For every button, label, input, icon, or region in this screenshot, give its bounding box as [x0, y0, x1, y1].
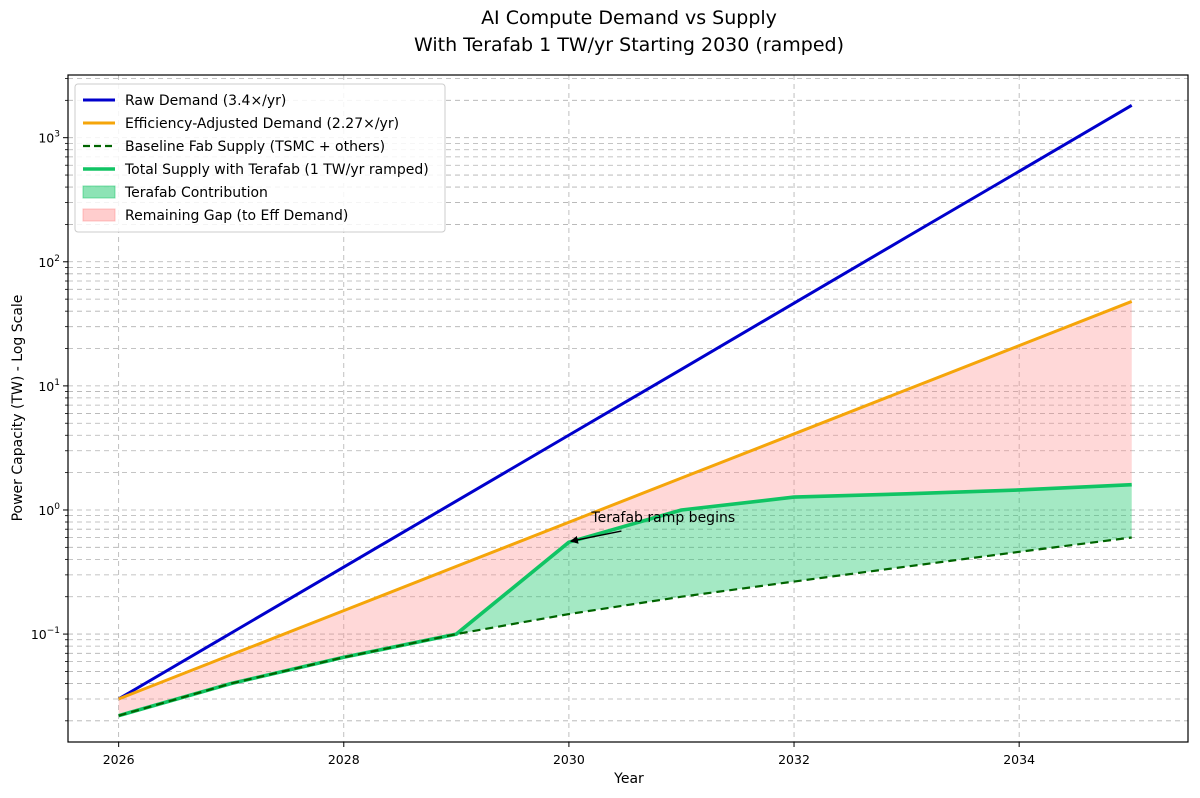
x-tick-label: 2034: [1003, 752, 1035, 767]
legend-item-total-supply: Total Supply with Terafab (1 TW/yr rampe…: [83, 162, 429, 178]
y-tick-label: 101: [38, 378, 60, 394]
legend-label: Raw Demand (3.4×/yr): [125, 93, 286, 109]
x-tick-label: 2032: [778, 752, 810, 767]
legend-swatch-patch: [82, 208, 116, 222]
series-line-raw-demand: [117, 104, 1133, 701]
chart-subtitle: With Terafab 1 TW/yr Starting 2030 (ramp…: [414, 34, 844, 56]
legend-label: Baseline Fab Supply (TSMC + others): [125, 139, 385, 155]
y-axis-label: Power Capacity (TW) - Log Scale: [10, 295, 26, 522]
series-line-baseline-supply: [118, 536, 1132, 717]
legend-label: Remaining Gap (to Eff Demand): [125, 208, 348, 224]
fill-areas: [118, 301, 1132, 716]
y-tick-label: 102: [38, 254, 60, 270]
legend-item-efficiency-demand: Efficiency-Adjusted Demand (2.27×/yr): [83, 116, 399, 132]
legend: Raw Demand (3.4×/yr) Efficiency-Adjusted …: [74, 83, 446, 233]
legend-item-baseline-supply: Baseline Fab Supply (TSMC + others): [83, 139, 385, 155]
fill-remaining-gap: [118, 301, 1132, 716]
annotation: Terafab ramp begins: [569, 510, 735, 544]
legend-item-raw-demand: Raw Demand (3.4×/yr): [83, 93, 286, 109]
y-tick-label: 103: [38, 130, 60, 146]
legend-item-remaining-gap: Remaining Gap (to Eff Demand): [82, 208, 348, 224]
y-axis-ticks: 10−1 100 101 102 103: [31, 78, 68, 722]
annotation-text: Terafab ramp begins: [590, 510, 735, 526]
y-tick-label: 100: [38, 502, 60, 518]
chart-title: AI Compute Demand vs Supply: [481, 7, 777, 29]
fill-terafab-contribution: [118, 484, 1132, 716]
grid: [68, 75, 1188, 742]
legend-swatch-patch: [82, 185, 116, 199]
plot-frame: [67, 74, 1189, 743]
legend-item-terafab-contribution: Terafab Contribution: [82, 185, 268, 201]
annotation-arrow: [569, 530, 622, 544]
legend-box: [74, 83, 446, 233]
legend-label: Terafab Contribution: [124, 185, 268, 201]
legend-label: Total Supply with Terafab (1 TW/yr rampe…: [124, 162, 429, 178]
x-tick-label: 2028: [328, 752, 360, 767]
legend-label: Efficiency-Adjusted Demand (2.27×/yr): [125, 116, 399, 132]
x-axis-label: Year: [613, 771, 644, 787]
x-tick-label: 2026: [103, 752, 135, 767]
series-lines: [117, 104, 1133, 718]
y-tick-label: 10−1: [31, 626, 60, 642]
x-tick-label: 2030: [553, 752, 585, 767]
x-axis-ticks: 2026 2028 2030 2032 2034: [103, 742, 1035, 767]
series-line-efficiency-demand: [118, 300, 1133, 701]
